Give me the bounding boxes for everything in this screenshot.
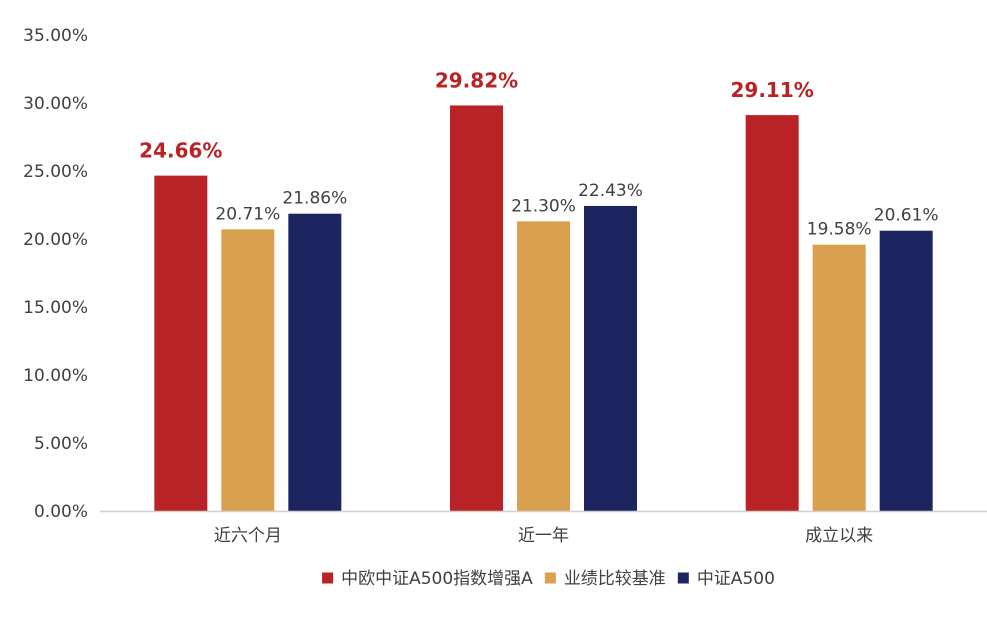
bar xyxy=(450,105,503,511)
bars-group: 24.66% 20.71%21.86% 29.82% 21.30%22.43% 29.1… xyxy=(139,68,939,512)
y-tick-label: 10.00% xyxy=(23,366,88,386)
data-label: 24.66% xyxy=(139,139,222,163)
data-label: 20.61% xyxy=(874,206,939,226)
legend-swatch xyxy=(322,572,334,584)
y-tick-label: 20.00% xyxy=(23,230,88,250)
legend-item: 中证A500 xyxy=(677,569,775,589)
y-tick-label: 0.00% xyxy=(34,502,88,522)
bar xyxy=(221,229,275,511)
y-axis: 0.00% 5.00% 10.00% 15.00% 20.00% 25.00% 30.00%… xyxy=(23,26,88,522)
legend-item: 中欧中证A500指数增强A xyxy=(322,569,533,589)
y-tick-label: 15.00% xyxy=(23,298,88,318)
bar xyxy=(584,205,637,511)
data-label: 21.30% xyxy=(511,196,576,216)
data-label: 20.71% xyxy=(215,204,280,224)
x-category-label: 近六个月 xyxy=(214,526,282,546)
x-category-label: 近一年 xyxy=(518,526,569,546)
bar xyxy=(745,115,799,511)
legend-swatch xyxy=(677,572,689,584)
data-label: 22.43% xyxy=(578,181,643,201)
legend-label: 中证A500 xyxy=(697,569,775,589)
y-tick-label: 5.00% xyxy=(34,434,88,454)
data-label: 21.86% xyxy=(282,189,347,209)
bar xyxy=(517,221,570,511)
bar xyxy=(288,213,342,512)
legend-item: 业绩比较基准 xyxy=(544,569,666,589)
y-tick-label: 35.00% xyxy=(23,26,88,46)
bar xyxy=(879,230,933,512)
data-label: 29.11% xyxy=(731,78,814,102)
legend-swatch xyxy=(544,572,556,584)
bar xyxy=(154,175,208,511)
x-category-label: 成立以来 xyxy=(805,526,873,546)
legend: 中欧中证A500指数增强A 业绩比较基准 中证A500 xyxy=(322,569,775,589)
legend-label: 业绩比较基准 xyxy=(564,569,666,589)
data-label: 19.58% xyxy=(807,220,872,240)
y-tick-label: 30.00% xyxy=(23,94,88,114)
x-axis: 近六个月 近一年 成立以来 xyxy=(100,510,987,546)
data-label: 29.82% xyxy=(435,68,518,92)
bar xyxy=(812,244,866,511)
y-tick-label: 25.00% xyxy=(23,162,88,182)
legend-label: 中欧中证A500指数增强A xyxy=(341,569,533,589)
